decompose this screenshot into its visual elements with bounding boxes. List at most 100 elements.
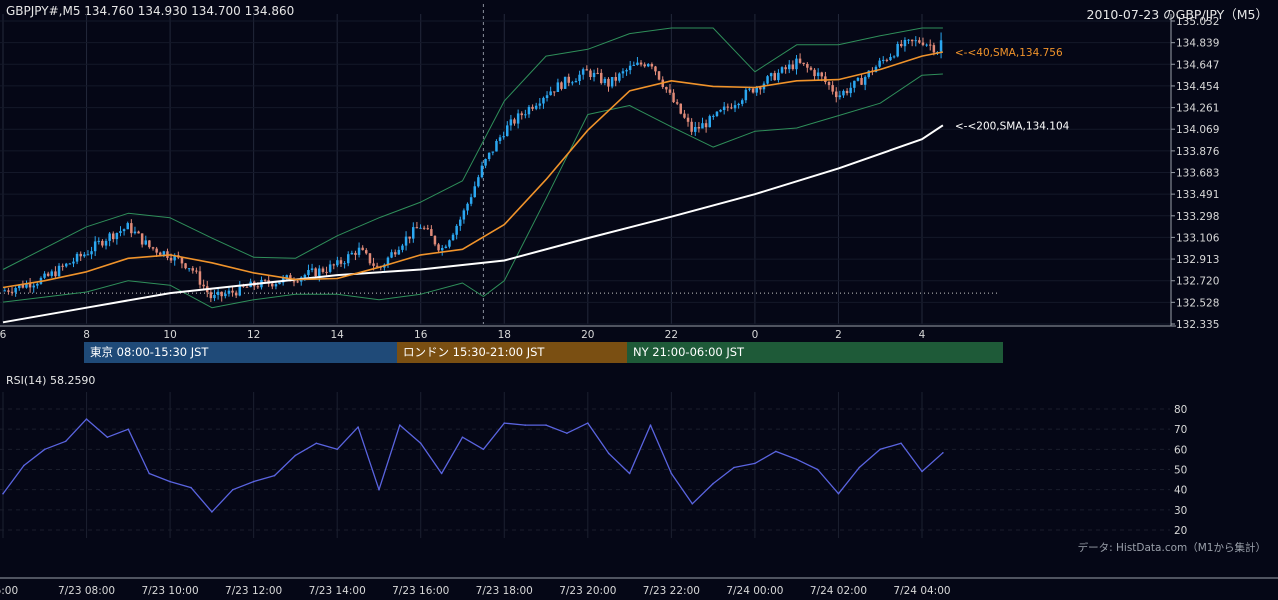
- candle-body: [889, 57, 892, 61]
- candle-body: [929, 44, 932, 46]
- candle-body: [654, 66, 657, 72]
- candle-body: [462, 210, 466, 220]
- series-label-sma200: <-<200,SMA,134.104: [955, 120, 1070, 132]
- candle-body: [596, 72, 599, 74]
- rsi-point: [942, 452, 944, 454]
- candle-body: [777, 72, 780, 81]
- candle-body: [553, 91, 556, 93]
- candle-body: [665, 87, 668, 90]
- price-y-tick-label: 133.683: [1176, 168, 1219, 180]
- candle-body: [144, 240, 147, 245]
- candle-body: [563, 76, 567, 89]
- candle-body: [802, 62, 805, 64]
- candle-body: [285, 275, 288, 278]
- candle-body: [148, 240, 151, 248]
- rsi-point: [315, 442, 318, 445]
- rsi-point: [294, 454, 297, 457]
- time-axis-tick-label: 7/23 20:00: [559, 585, 616, 597]
- rsi-point: [85, 418, 88, 420]
- candle-body: [856, 78, 860, 81]
- series-label-sma40: <-<40,SMA,134.756: [955, 47, 1063, 59]
- rsi-point: [524, 424, 526, 426]
- candle-body: [173, 255, 176, 261]
- candle-body: [227, 290, 231, 294]
- candle-body: [560, 82, 563, 89]
- candle-body: [838, 95, 842, 98]
- candle-body: [108, 233, 111, 241]
- candle-body: [155, 248, 158, 253]
- candle-body: [842, 90, 845, 96]
- candle-body: [867, 70, 870, 77]
- candle-body: [187, 268, 191, 270]
- rsi-point: [921, 470, 923, 473]
- candle-body: [469, 197, 473, 204]
- candle-body: [863, 76, 867, 85]
- candle-body: [130, 223, 133, 234]
- rsi-line: [2, 418, 944, 513]
- bollinger-lower-line: [2, 73, 943, 309]
- candle-body: [798, 58, 802, 63]
- rsi-y-tick-label: 20: [1174, 525, 1187, 537]
- rsi-point: [545, 424, 547, 426]
- candle-body: [538, 103, 542, 106]
- rsi-point: [44, 448, 46, 451]
- candle-body: [892, 56, 896, 58]
- rsi-point: [670, 472, 673, 475]
- candle-body: [636, 62, 639, 65]
- candle-body: [686, 117, 690, 122]
- candle-body: [603, 78, 607, 83]
- candle-body: [202, 284, 205, 287]
- candle-body: [712, 115, 715, 117]
- time-axis-tick-label: 7/23 14:00: [309, 585, 366, 597]
- candle-body: [618, 73, 621, 81]
- candle-body: [701, 123, 704, 129]
- candle-body: [903, 40, 907, 47]
- candle-body: [220, 291, 223, 297]
- rsi-y-tick-label: 40: [1174, 485, 1187, 497]
- candle-body: [245, 286, 249, 288]
- candle-body: [726, 106, 729, 108]
- candle-body: [347, 254, 350, 264]
- price-x-tick-label: 0: [752, 329, 759, 341]
- candle-body: [328, 264, 332, 272]
- candle-body: [896, 44, 899, 57]
- price-y-tick-label: 133.876: [1176, 146, 1220, 158]
- data-credit: データ: HistData.com（M1から集計）: [1077, 542, 1266, 554]
- candle-body: [697, 127, 701, 129]
- candle-body: [715, 111, 719, 116]
- candle-body: [354, 252, 357, 255]
- candle-body: [412, 227, 415, 239]
- time-axis-tick-label: 7/23 22:00: [643, 585, 700, 597]
- time-axis-tick-label: 7/23 10:00: [141, 585, 198, 597]
- candle-body: [75, 253, 79, 262]
- candle-body: [708, 116, 711, 128]
- candle-body: [647, 64, 650, 67]
- candle-body: [491, 151, 495, 153]
- price-x-tick-label: 22: [665, 329, 678, 341]
- candle-body: [46, 273, 50, 276]
- candle-body: [849, 87, 852, 94]
- candle-body: [907, 39, 910, 41]
- candle-body: [780, 67, 784, 73]
- candle-body: [925, 44, 928, 46]
- candle-body: [639, 62, 643, 65]
- candle-body: [480, 165, 484, 178]
- price-x-tick-label: 2: [835, 329, 842, 341]
- rsi-point: [169, 480, 171, 483]
- price-x-tick-label: 20: [581, 329, 594, 341]
- candle-body: [625, 70, 628, 72]
- price-x-tick-label: 14: [330, 329, 344, 341]
- candle-body: [72, 261, 75, 264]
- rsi-point: [2, 492, 4, 495]
- candle-body: [657, 71, 661, 80]
- bollinger-upper-line: [2, 27, 943, 270]
- rsi-point: [232, 488, 234, 491]
- rsi-point: [733, 466, 735, 469]
- rsi-point: [399, 424, 401, 426]
- candle-body: [784, 67, 787, 70]
- candle-body: [390, 252, 393, 258]
- candle-body: [542, 97, 545, 104]
- candle-body: [827, 82, 831, 86]
- candle-body: [401, 245, 404, 250]
